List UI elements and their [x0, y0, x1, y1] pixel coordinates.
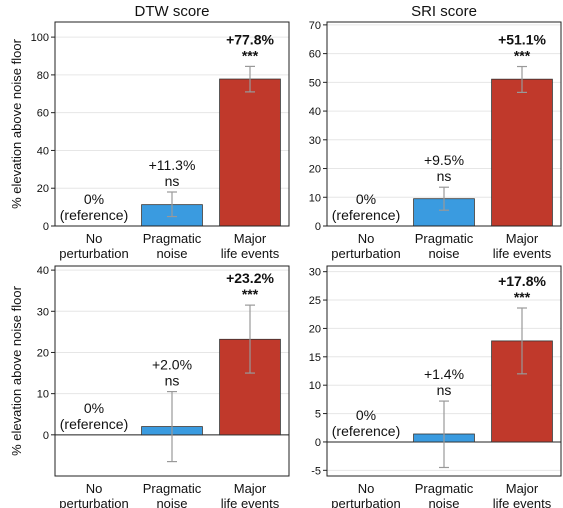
- annotation-significance-major-life-events: ***: [514, 48, 531, 64]
- y-tick-label: 100: [31, 32, 49, 44]
- x-tick-label: Pragmatic: [143, 231, 202, 246]
- y-tick-label: 60: [37, 108, 49, 120]
- annotation-significance-major-life-events: ***: [242, 47, 259, 63]
- y-tick-label: 10: [309, 380, 321, 392]
- y-tick-label: 40: [37, 145, 49, 157]
- y-tick-label: 70: [309, 20, 321, 32]
- plot-frame: [326, 21, 562, 227]
- x-tick-label: life events: [493, 496, 552, 508]
- x-tick-label: Major: [234, 231, 267, 246]
- annotation-significance-no-perturbation: (reference): [332, 423, 400, 439]
- x-tick-label: perturbation: [331, 246, 400, 261]
- error-bar-major-life-events: [245, 304, 255, 374]
- annotation-value-major-life-events: +51.1%: [498, 32, 546, 48]
- annotation-significance-pragmatic-noise: ns: [437, 168, 452, 184]
- plot-frame: [326, 265, 562, 477]
- x-tick-label: Pragmatic: [415, 231, 474, 246]
- annotation-significance-no-perturbation: (reference): [60, 207, 128, 223]
- annotation-value-no-perturbation: 0%: [84, 191, 104, 207]
- x-tick-label: No: [358, 481, 375, 496]
- x-tick-label: noise: [156, 496, 187, 508]
- y-tick-label: 0: [315, 437, 321, 449]
- error-bar-pragmatic-noise: [439, 400, 449, 469]
- x-tick-label: Pragmatic: [415, 481, 474, 496]
- error-bar-pragmatic-noise: [167, 390, 177, 463]
- y-tick-label: 20: [309, 164, 321, 176]
- y-tick-label: 30: [37, 306, 49, 318]
- y-tick-label: 20: [37, 347, 49, 359]
- y-tick-label: 15: [309, 352, 321, 364]
- annotation-significance-no-perturbation: (reference): [332, 207, 400, 223]
- error-bar-pragmatic-noise: [439, 186, 449, 211]
- annotation-significance-no-perturbation: (reference): [60, 416, 128, 432]
- x-tick-label: noise: [428, 496, 459, 508]
- y-tick-label: 20: [37, 183, 49, 195]
- annotation-value-major-life-events: +17.8%: [498, 273, 546, 289]
- x-tick-label: life events: [221, 246, 280, 261]
- y-tick-label: 60: [309, 49, 321, 61]
- plot-frame: [54, 265, 290, 477]
- y-tick-label: 40: [309, 106, 321, 118]
- x-tick-label: perturbation: [59, 246, 128, 261]
- y-tick-label: 30: [309, 267, 321, 279]
- y-tick-label: 80: [37, 70, 49, 82]
- annotation-significance-pragmatic-noise: ns: [165, 173, 180, 189]
- x-tick-label: Major: [234, 481, 267, 496]
- annotation-value-pragmatic-noise: +2.0%: [152, 357, 192, 373]
- x-tick-label: No: [358, 231, 375, 246]
- y-tick-label: 0: [315, 221, 321, 233]
- annotation-value-no-perturbation: 0%: [356, 191, 376, 207]
- annotation-significance-major-life-events: ***: [514, 289, 531, 305]
- y-tick-label: -5: [311, 465, 321, 477]
- x-tick-label: Pragmatic: [143, 481, 202, 496]
- y-tick-label: 30: [309, 135, 321, 147]
- annotation-significance-major-life-events: ***: [242, 286, 259, 302]
- annotation-value-no-perturbation: 0%: [84, 400, 104, 416]
- chart-title: DTW score: [135, 3, 210, 20]
- x-tick-label: life events: [221, 496, 280, 508]
- annotation-value-major-life-events: +77.8%: [226, 31, 274, 47]
- x-tick-label: life events: [493, 246, 552, 261]
- annotation-value-pragmatic-noise: +9.5%: [424, 152, 464, 168]
- bar-major-life-events: [219, 78, 281, 227]
- annotation-significance-pragmatic-noise: ns: [165, 373, 180, 389]
- annotation-value-pragmatic-noise: +1.4%: [424, 366, 464, 382]
- y-tick-label: 10: [37, 389, 49, 401]
- x-tick-label: perturbation: [59, 496, 128, 508]
- bar-major-life-events: [491, 78, 553, 227]
- annotation-value-major-life-events: +23.2%: [226, 270, 274, 286]
- y-tick-label: 5: [315, 409, 321, 421]
- x-tick-label: Major: [506, 231, 539, 246]
- chart-title: SRI score: [411, 3, 477, 20]
- error-bar-major-life-events: [245, 65, 255, 93]
- y-tick-label: 0: [43, 430, 49, 442]
- annotation-value-no-perturbation: 0%: [356, 407, 376, 423]
- x-tick-label: noise: [156, 246, 187, 261]
- annotation-significance-pragmatic-noise: ns: [437, 382, 452, 398]
- error-bar-major-life-events: [517, 65, 527, 93]
- annotation-value-pragmatic-noise: +11.3%: [149, 157, 196, 173]
- y-tick-label: 0: [43, 221, 49, 233]
- error-bar-pragmatic-noise: [167, 191, 177, 218]
- x-tick-label: Major: [506, 481, 539, 496]
- x-tick-label: perturbation: [331, 496, 400, 508]
- y-axis-label-top: % elevation above noise floor: [9, 38, 24, 209]
- y-tick-label: 40: [37, 265, 49, 277]
- y-tick-label: 10: [309, 192, 321, 204]
- plot-frame: [54, 21, 290, 227]
- y-axis-label-bottom: % elevation above noise floor: [9, 285, 24, 456]
- y-tick-label: 20: [309, 323, 321, 335]
- y-tick-label: 50: [309, 77, 321, 89]
- x-tick-label: No: [86, 481, 103, 496]
- x-tick-label: No: [86, 231, 103, 246]
- y-tick-label: 25: [309, 295, 321, 307]
- x-tick-label: noise: [428, 246, 459, 261]
- error-bar-major-life-events: [517, 307, 527, 375]
